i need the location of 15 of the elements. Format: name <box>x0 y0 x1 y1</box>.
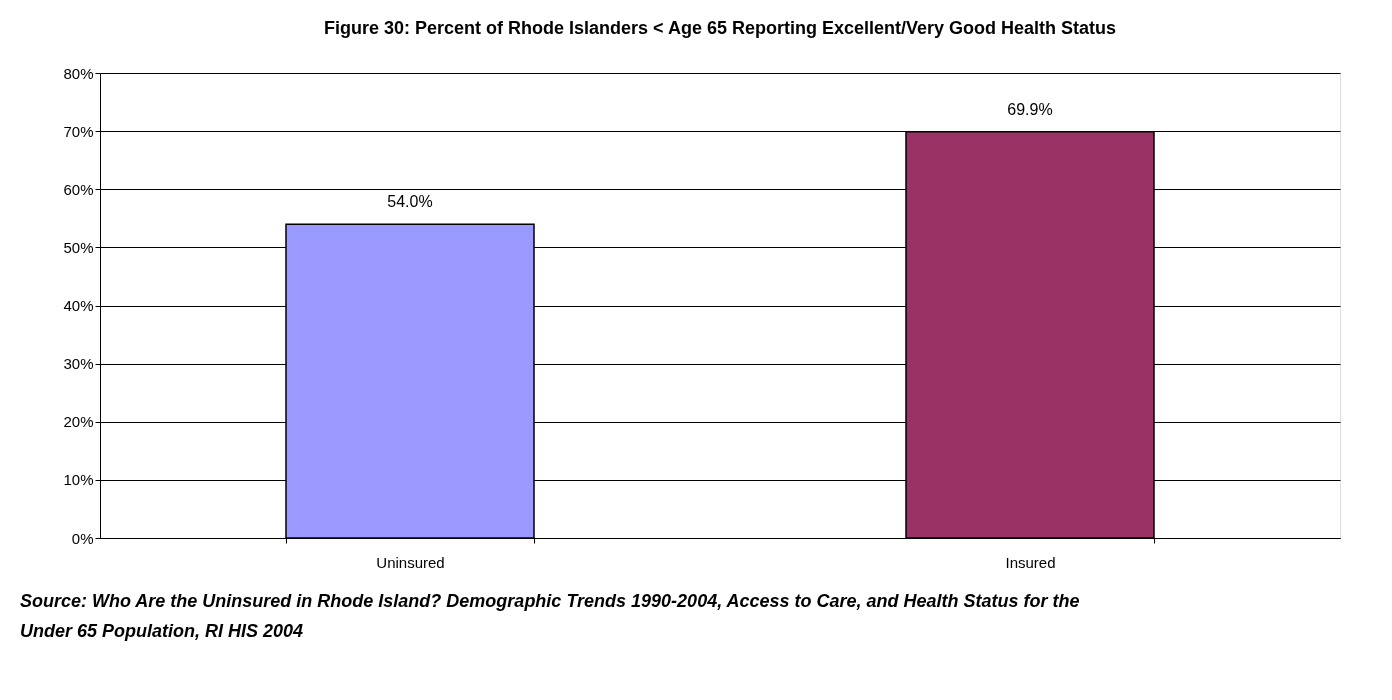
chart-title: Figure 30: Percent of Rhode Islanders < Age 65 Reporting Excellent/Very Good Health Status <box>323 18 1117 38</box>
x-tick-label: Insured <box>1005 553 1056 571</box>
y-tick-label: 30% <box>63 355 94 373</box>
y-tick-label: 0% <box>71 529 94 547</box>
y-tick-label: 70% <box>63 122 94 140</box>
data-label: 69.9% <box>1007 100 1053 118</box>
y-tick-label: 20% <box>63 413 94 431</box>
y-tick-label: 10% <box>63 471 94 489</box>
y-tick-label: 50% <box>63 238 94 256</box>
source-note: Source: Who Are the Uninsured in Rhode Island? Demographic Trends 1990-2004, Access to Care, and Health Status for the Under 65 Population, RI HIS 2004 <box>20 591 1080 641</box>
y-tick-label: 60% <box>63 180 94 198</box>
data-label: 54.0% <box>387 193 433 211</box>
x-tick-label: Uninsured <box>376 553 445 571</box>
y-tick-label: 80% <box>63 64 94 82</box>
y-tick-label: 40% <box>63 297 94 314</box>
